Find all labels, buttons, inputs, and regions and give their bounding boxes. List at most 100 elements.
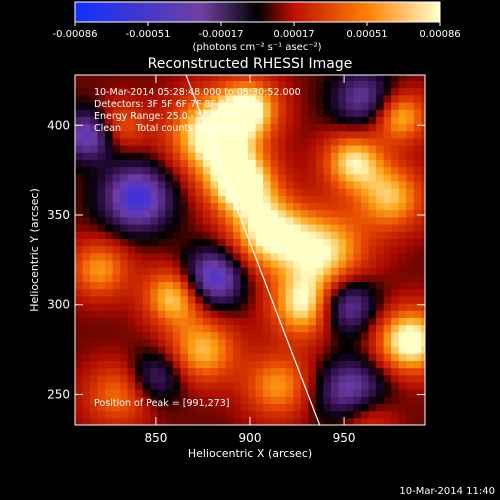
heatmap-cell <box>112 367 121 376</box>
heatmap-cell <box>127 288 136 297</box>
heatmap-cell <box>75 389 84 397</box>
heatmap-cell <box>255 94 264 103</box>
heatmap-cell <box>368 130 377 139</box>
heatmap-cell <box>353 267 362 275</box>
heatmap-cell <box>187 216 197 225</box>
heatmap-cell <box>391 245 400 254</box>
heatmap-cell <box>376 274 385 283</box>
heatmap-cell <box>406 109 415 117</box>
heatmap-cell <box>97 374 106 383</box>
heatmap-cell <box>338 145 347 153</box>
heatmap-cell <box>270 180 279 189</box>
heatmap-cell <box>376 231 385 239</box>
heatmap-cell <box>361 310 370 318</box>
heatmap-cell <box>398 166 407 175</box>
heatmap-image <box>75 75 425 425</box>
heatmap-cell <box>127 188 136 196</box>
heatmap-cell <box>195 123 204 132</box>
heatmap-cell <box>323 188 332 196</box>
heatmap-cell <box>202 417 212 425</box>
heatmap-cell <box>361 295 370 304</box>
heatmap-cell <box>398 410 407 419</box>
heatmap-cell <box>82 75 91 81</box>
heatmap-cell <box>270 216 279 225</box>
heatmap-cell <box>391 317 400 326</box>
heatmap-cell <box>112 180 121 189</box>
heatmap-cell <box>97 302 106 311</box>
heatmap-cell <box>218 188 227 196</box>
heatmap-cell <box>315 87 324 96</box>
heatmap-cell <box>240 238 249 247</box>
heatmap-cell <box>413 216 422 225</box>
heatmap-cell <box>202 288 212 297</box>
heatmap-cell <box>150 381 159 390</box>
heatmap-cell <box>330 417 340 425</box>
heatmap-cell <box>376 209 385 218</box>
heatmap-cell <box>293 267 302 275</box>
heatmap-cell <box>278 216 287 225</box>
heatmap-cell <box>240 274 249 283</box>
heatmap-cell <box>105 381 114 390</box>
heatmap-cell <box>135 417 144 425</box>
heatmap-cell <box>142 75 151 81</box>
heatmap-cell <box>225 310 234 318</box>
heatmap-cell <box>120 274 129 283</box>
heatmap-cell <box>165 238 174 247</box>
heatmap-cell <box>278 410 287 419</box>
heatmap-cell <box>255 123 264 132</box>
heatmap-cell <box>345 331 355 340</box>
heatmap-cell <box>82 216 91 225</box>
heatmap-cell <box>383 202 392 211</box>
heatmap-cell <box>308 374 317 383</box>
heatmap-cell <box>105 130 114 139</box>
heatmap-cell <box>391 389 400 397</box>
heatmap-cell <box>398 80 407 89</box>
heatmap-cell <box>330 130 340 139</box>
heatmap-cell <box>263 75 272 81</box>
heatmap-cell <box>195 281 204 290</box>
heatmap-cell <box>406 338 415 347</box>
heatmap-cell <box>218 159 227 168</box>
heatmap-cell <box>300 209 309 218</box>
heatmap-cell <box>293 94 302 103</box>
heatmap-cell <box>293 274 302 283</box>
heatmap-cell <box>180 396 189 405</box>
heatmap-cell <box>90 288 99 297</box>
heatmap-cell <box>202 259 212 268</box>
heatmap-cell <box>135 238 144 247</box>
heatmap-cell <box>398 231 407 239</box>
heatmap-cell <box>421 216 425 225</box>
heatmap-cell <box>345 252 355 261</box>
heatmap-cell <box>368 396 377 405</box>
heatmap-cell <box>383 374 392 383</box>
heatmap-cell <box>353 159 362 168</box>
heatmap-cell <box>263 310 272 318</box>
heatmap-cell <box>391 188 400 196</box>
heatmap-cell <box>293 310 302 318</box>
heatmap-cell <box>368 195 377 204</box>
heatmap-cell <box>142 338 151 347</box>
heatmap-cell <box>323 302 332 311</box>
heatmap-cell <box>82 324 91 333</box>
heatmap-cell <box>240 338 249 347</box>
heatmap-cell <box>105 302 114 311</box>
heatmap-cell <box>391 338 400 347</box>
heatmap-cell <box>210 396 219 405</box>
heatmap-cell <box>195 145 204 153</box>
heatmap-cell <box>150 374 159 383</box>
heatmap-cell <box>97 123 106 132</box>
heatmap-cell <box>248 338 257 347</box>
heatmap-cell <box>338 259 347 268</box>
heatmap-cell <box>285 123 294 132</box>
heatmap-cell <box>270 101 279 110</box>
heatmap-cell <box>293 381 302 390</box>
heatmap-cell <box>202 109 212 117</box>
heatmap-cell <box>285 216 294 225</box>
heatmap-cell <box>120 346 129 354</box>
heatmap-cell <box>225 267 234 275</box>
heatmap-cell <box>368 374 377 383</box>
heatmap-cell <box>285 195 294 204</box>
heatmap-cell <box>120 159 129 168</box>
heatmap-cell <box>172 223 181 232</box>
heatmap-cell <box>278 145 287 153</box>
